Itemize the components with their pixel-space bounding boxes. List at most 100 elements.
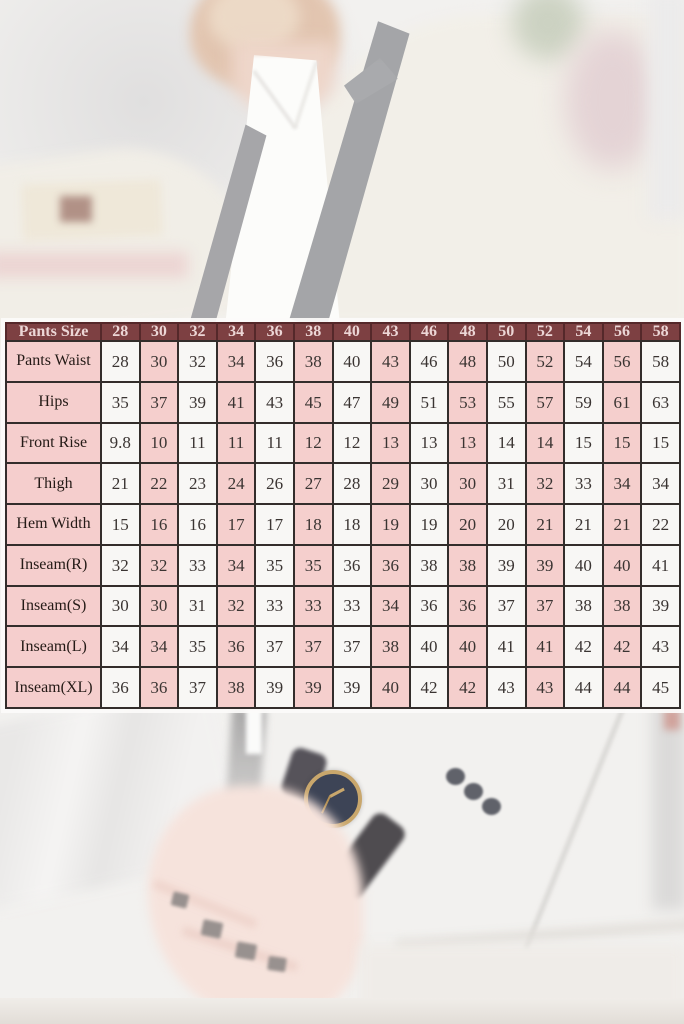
data-cell: 34 (138, 625, 180, 669)
data-cell: 38 (563, 584, 604, 628)
data-cell: 38 (292, 340, 334, 383)
data-cell: 13 (447, 421, 488, 465)
data-cell: 36 (254, 340, 295, 383)
data-cell: 11 (254, 421, 295, 465)
header-size-cell-36: 36 (254, 322, 295, 342)
row-label-cell: Hips (5, 380, 102, 424)
data-cell: 40 (601, 543, 643, 587)
table-row: Thigh 21 22 23 24 26 27 28 29 30 30 31 32 33 34 34 (5, 462, 681, 506)
data-cell: 13 (370, 421, 411, 465)
data-cell: 34 (601, 462, 643, 506)
header-size-cell-40: 40 (331, 322, 373, 342)
data-cell: 37 (485, 584, 527, 628)
data-cell: 30 (138, 340, 180, 383)
data-cell: 56 (601, 340, 643, 383)
data-cell: 38 (370, 625, 411, 669)
data-cell: 37 (524, 584, 566, 628)
row-label-cell: Front Rise (5, 421, 102, 465)
data-cell: 32 (177, 340, 218, 383)
data-cell: 59 (563, 380, 604, 424)
background-bottom-strip (0, 998, 684, 1024)
data-cell: 41 (485, 625, 527, 669)
data-cell: 40 (563, 543, 604, 587)
table-row: Inseam(XL) 36 36 37 38 39 39 39 40 42 42 43 43 44 44 45 (5, 666, 681, 709)
data-cell: 27 (292, 462, 334, 506)
data-cell: 38 (601, 584, 643, 628)
data-cell: 19 (408, 503, 450, 546)
data-cell: 33 (331, 584, 373, 628)
data-cell: 26 (254, 462, 295, 506)
data-cell: 34 (100, 625, 141, 669)
data-cell: 36 (370, 543, 411, 587)
data-cell: 35 (100, 380, 141, 424)
cuff-button (482, 798, 501, 815)
header-corner-cell: Pants Size (5, 322, 102, 342)
data-cell: 49 (370, 380, 411, 424)
row-label-cell: Inseam(R) (5, 543, 102, 587)
background-band-right (648, 0, 684, 220)
header-size-cell-58: 58 (640, 322, 681, 342)
data-cell: 39 (331, 666, 373, 709)
table-row: Hem Width 15 16 16 17 17 18 18 19 19 20 20 21 21 21 22 (5, 503, 681, 546)
data-cell: 41 (524, 625, 566, 669)
data-cell: 43 (254, 380, 295, 424)
table-row: Inseam(S) 30 30 31 32 33 33 33 34 36 36 37 37 38 38 39 (5, 584, 681, 628)
data-cell: 14 (524, 421, 566, 465)
table-row: Front Rise 9.8 10 11 11 11 12 12 13 13 13 14 14 15 15 1… (5, 421, 681, 465)
header-size-cell-50: 50 (485, 322, 527, 342)
data-cell: 39 (177, 380, 218, 424)
data-cell: 19 (370, 503, 411, 546)
data-cell: 36 (100, 666, 141, 709)
data-cell: 31 (485, 462, 527, 506)
data-cell: 33 (254, 584, 295, 628)
header-size-cell-48: 48 (447, 322, 488, 342)
data-cell: 37 (177, 666, 218, 709)
data-cell: 54 (563, 340, 604, 383)
data-cell: 13 (408, 421, 450, 465)
row-label-cell: Inseam(L) (5, 625, 102, 669)
data-cell: 18 (292, 503, 334, 546)
data-cell: 43 (370, 340, 411, 383)
data-cell: 28 (331, 462, 373, 506)
data-cell: 32 (138, 543, 180, 587)
data-cell: 12 (331, 421, 373, 465)
data-cell: 31 (177, 584, 218, 628)
data-cell: 57 (524, 380, 566, 424)
data-cell: 36 (138, 666, 180, 709)
data-cell: 50 (485, 340, 527, 383)
table-row: Inseam(L) 34 34 35 36 37 37 37 38 40 40 41 41 42 42 43 (5, 625, 681, 669)
data-cell: 15 (640, 421, 681, 465)
data-cell: 38 (447, 543, 488, 587)
data-cell: 43 (485, 666, 527, 709)
shirt-sliver (246, 708, 262, 754)
data-cell: 29 (370, 462, 411, 506)
blurred-sign-mark (60, 196, 92, 222)
row-label-cell: Pants Waist (5, 340, 102, 383)
data-cell: 22 (138, 462, 180, 506)
data-cell: 37 (331, 625, 373, 669)
data-cell: 44 (563, 666, 604, 709)
data-cell: 33 (292, 584, 334, 628)
data-cell: 17 (215, 503, 257, 546)
data-cell: 36 (447, 584, 488, 628)
data-cell: 28 (100, 340, 141, 383)
data-cell: 40 (408, 625, 450, 669)
data-cell: 53 (447, 380, 488, 424)
data-cell: 47 (331, 380, 373, 424)
data-cell: 37 (292, 625, 334, 669)
data-cell: 34 (370, 584, 411, 628)
data-cell: 37 (138, 380, 180, 424)
table-row: Hips 35 37 39 41 43 45 47 49 51 53 55 57 59 61 63 (5, 380, 681, 424)
header-size-cell-43: 43 (370, 322, 411, 342)
data-cell: 39 (254, 666, 295, 709)
data-cell: 18 (331, 503, 373, 546)
row-label-cell: Hem Width (5, 503, 102, 546)
jacket-edge (524, 703, 627, 950)
data-cell: 32 (100, 543, 141, 587)
header-size-cell-32: 32 (177, 322, 218, 342)
data-cell: 34 (215, 543, 257, 587)
data-cell: 30 (100, 584, 141, 628)
data-cell: 24 (215, 462, 257, 506)
data-cell: 21 (601, 503, 643, 546)
